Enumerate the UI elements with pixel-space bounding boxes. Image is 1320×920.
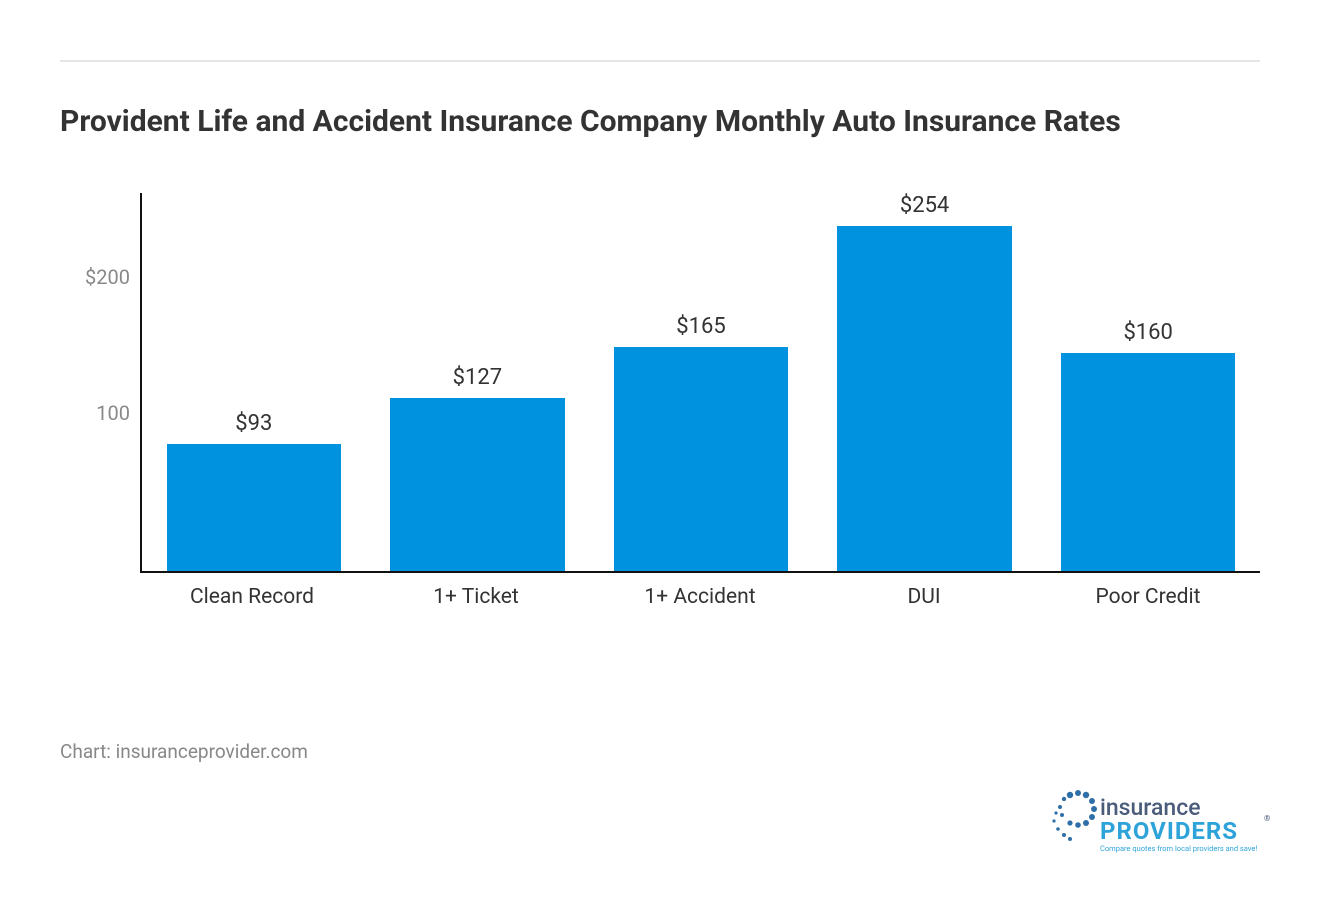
bar xyxy=(1061,353,1235,570)
bar-value-label: $93 xyxy=(235,411,272,436)
bar-slot: $160 xyxy=(1036,193,1260,571)
bar xyxy=(390,398,564,570)
y-tick-label: 100 xyxy=(70,401,130,425)
registered-icon: ® xyxy=(1264,814,1270,823)
top-rule xyxy=(60,60,1260,62)
logo-dots-icon xyxy=(1052,790,1097,841)
chart-title: Provident Life and Accident Insurance Co… xyxy=(60,102,1160,143)
bar-slot: $127 xyxy=(366,193,590,571)
logo-text-providers: PROVIDERS xyxy=(1100,817,1238,845)
bar-slot: $254 xyxy=(813,193,1037,571)
x-tick-label: 1+ Accident xyxy=(588,585,812,609)
x-tick-label: DUI xyxy=(812,585,1036,609)
x-axis-labels: Clean Record1+ Ticket1+ AccidentDUIPoor … xyxy=(140,585,1260,609)
plot-area: $93 $127 $165 $254 $160 xyxy=(140,193,1260,573)
bar-value-label: $127 xyxy=(453,365,502,390)
x-tick-label: Clean Record xyxy=(140,585,364,609)
y-axis: 100 $200 xyxy=(70,193,140,573)
bar xyxy=(614,347,788,571)
bar-slot: $165 xyxy=(589,193,813,571)
brand-logo-svg: insurance PROVIDERS ® Compare quotes fro… xyxy=(1040,785,1270,860)
bar-value-label: $165 xyxy=(676,314,725,339)
bars-group: $93 $127 $165 $254 $160 xyxy=(142,193,1260,571)
bar-chart: 100 $200 $93 $127 $165 $254 $160 Clean Record… xyxy=(70,193,1260,623)
chart-container: Provident Life and Accident Insurance Co… xyxy=(0,0,1320,920)
bar xyxy=(167,444,341,570)
bar-slot: $93 xyxy=(142,193,366,571)
x-tick-label: 1+ Ticket xyxy=(364,585,588,609)
bar-value-label: $160 xyxy=(1123,320,1172,345)
logo-tagline: Compare quotes from local providers and … xyxy=(1100,844,1257,853)
x-tick-label: Poor Credit xyxy=(1036,585,1260,609)
bar xyxy=(837,226,1011,571)
bar-value-label: $254 xyxy=(900,193,949,218)
y-tick-label: $200 xyxy=(70,265,130,289)
brand-logo: insurance PROVIDERS ® Compare quotes fro… xyxy=(1040,785,1270,860)
chart-source: Chart: insuranceprovider.com xyxy=(60,740,308,763)
